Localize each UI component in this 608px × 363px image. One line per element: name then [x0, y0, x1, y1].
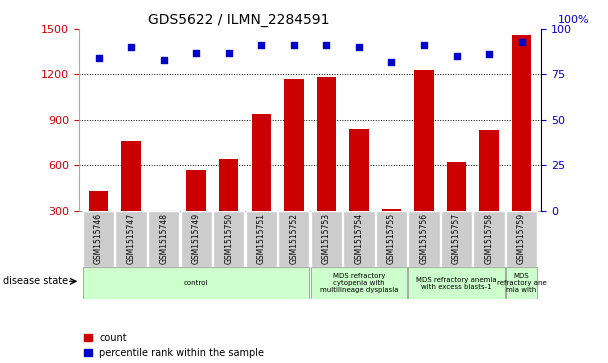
Bar	[89, 191, 108, 256]
FancyBboxPatch shape	[409, 211, 440, 267]
Bar	[512, 35, 531, 256]
Point	[192, 50, 201, 56]
Bar	[252, 114, 271, 256]
FancyBboxPatch shape	[83, 267, 309, 299]
Point	[289, 42, 299, 48]
Legend: count, percentile rank within the sample: count, percentile rank within the sample	[84, 333, 264, 358]
Point	[517, 39, 527, 45]
Bar	[447, 162, 466, 256]
Point	[126, 44, 136, 50]
Bar	[414, 70, 434, 256]
Point	[354, 44, 364, 50]
Bar	[349, 129, 368, 256]
Text: GSM1515746: GSM1515746	[94, 213, 103, 264]
Bar	[382, 209, 401, 256]
FancyBboxPatch shape	[278, 211, 309, 267]
Text: GSM1515752: GSM1515752	[289, 213, 299, 264]
Bar	[154, 226, 173, 256]
FancyBboxPatch shape	[116, 211, 147, 267]
Point	[94, 55, 103, 61]
Text: GSM1515754: GSM1515754	[354, 213, 364, 264]
Bar	[187, 170, 206, 256]
Text: GSM1515750: GSM1515750	[224, 213, 233, 264]
FancyBboxPatch shape	[311, 211, 342, 267]
Text: GSM1515751: GSM1515751	[257, 213, 266, 264]
Text: GSM1515758: GSM1515758	[485, 213, 494, 264]
Point	[224, 50, 233, 56]
Text: GSM1515748: GSM1515748	[159, 213, 168, 264]
Bar	[284, 79, 303, 256]
Y-axis label: 100%: 100%	[558, 15, 589, 25]
Bar	[122, 141, 141, 256]
Text: GSM1515755: GSM1515755	[387, 213, 396, 264]
FancyBboxPatch shape	[474, 211, 505, 267]
Point	[322, 42, 331, 48]
Text: GSM1515749: GSM1515749	[192, 213, 201, 264]
Bar	[317, 77, 336, 256]
Text: GSM1515747: GSM1515747	[126, 213, 136, 264]
Point	[257, 42, 266, 48]
Text: MDS refractory
cytopenia with
multilineage dysplasia: MDS refractory cytopenia with multilinea…	[320, 273, 398, 293]
Text: GSM1515759: GSM1515759	[517, 213, 526, 264]
Text: disease state: disease state	[3, 276, 68, 286]
Point	[484, 52, 494, 57]
Bar	[479, 130, 499, 256]
FancyBboxPatch shape	[376, 211, 407, 267]
FancyBboxPatch shape	[246, 211, 277, 267]
FancyBboxPatch shape	[213, 211, 244, 267]
Point	[419, 42, 429, 48]
Text: GSM1515753: GSM1515753	[322, 213, 331, 264]
FancyBboxPatch shape	[506, 211, 537, 267]
Point	[452, 53, 461, 59]
Text: GSM1515756: GSM1515756	[420, 213, 429, 264]
Bar	[219, 159, 238, 256]
FancyBboxPatch shape	[181, 211, 212, 267]
Text: MDS refractory anemia
with excess blasts-1: MDS refractory anemia with excess blasts…	[416, 277, 497, 290]
FancyBboxPatch shape	[148, 211, 179, 267]
Point	[159, 57, 168, 63]
FancyBboxPatch shape	[441, 211, 472, 267]
Text: GSM1515757: GSM1515757	[452, 213, 461, 264]
FancyBboxPatch shape	[83, 211, 114, 267]
Point	[387, 59, 396, 65]
FancyBboxPatch shape	[409, 267, 505, 299]
FancyBboxPatch shape	[311, 267, 407, 299]
Text: control: control	[184, 280, 209, 286]
Text: GDS5622 / ILMN_2284591: GDS5622 / ILMN_2284591	[148, 13, 330, 26]
FancyBboxPatch shape	[344, 211, 375, 267]
FancyBboxPatch shape	[506, 267, 537, 299]
Text: MDS
refractory ane
mia with: MDS refractory ane mia with	[497, 273, 547, 293]
